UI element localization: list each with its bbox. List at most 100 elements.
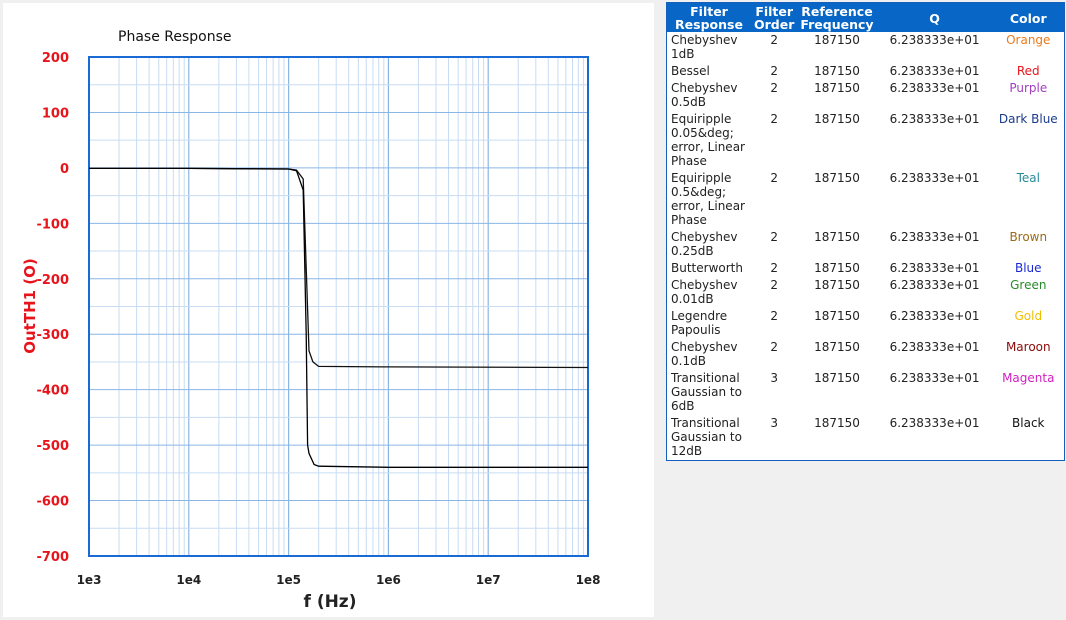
- table-row: Butterworth 2 187150 6.238333e+01 Blue: [667, 260, 1065, 277]
- cell-filter-response: Equiripple 0.5&deg; error, Linear Phase: [671, 171, 745, 227]
- cell-color: Blue: [1014, 261, 1042, 275]
- cell-filter-order: 2: [770, 340, 779, 354]
- cell-filter-order: 3: [770, 416, 779, 430]
- cell-reference-frequency: 187150: [814, 371, 860, 385]
- table-header-row: Filter Response Filter Order Reference F…: [666, 2, 1065, 32]
- cell-filter-response: Equiripple 0.05&deg; error, Linear Phase: [671, 112, 745, 168]
- y-tick-labels: 200 100 0 -100 -200 -300 -400 -500 -600 -700: [36, 51, 69, 565]
- cell-filter-response: Chebyshev 0.5dB: [671, 81, 738, 109]
- y-tick-label: -500: [36, 439, 69, 454]
- cell-reference-frequency: 187150: [814, 33, 860, 47]
- cell-color: Green: [1010, 278, 1047, 292]
- cell-color: Maroon: [1005, 340, 1051, 354]
- x-axis-label: f (Hz): [304, 592, 357, 612]
- y-tick-label: -100: [36, 217, 69, 232]
- cell-filter-response: Chebyshev 0.01dB: [671, 278, 738, 306]
- table-row: Equiripple 0.5&deg; error, Linear Phase 2…: [667, 170, 1065, 229]
- cell-q: 6.238333e+01: [889, 278, 980, 292]
- y-tick-label: -400: [36, 384, 69, 399]
- cell-color: Black: [1012, 416, 1045, 430]
- cell-filter-response: Chebyshev 1dB: [671, 33, 738, 61]
- header-filter-response: Filter Response: [666, 2, 751, 32]
- cell-q: 6.238333e+01: [889, 230, 980, 244]
- cell-q: 6.238333e+01: [889, 309, 980, 323]
- x-tick-label: 1e6: [376, 573, 401, 587]
- y-tick-label: 0: [60, 162, 69, 177]
- cell-q: 6.238333e+01: [889, 112, 980, 126]
- cell-q: 6.238333e+01: [889, 33, 980, 47]
- cell-filter-order: 2: [770, 112, 779, 126]
- cell-filter-order: 2: [770, 230, 779, 244]
- cell-filter-order: 3: [770, 371, 779, 385]
- x-tick-label: 1e3: [77, 573, 102, 587]
- cell-q: 6.238333e+01: [889, 416, 980, 430]
- header-color: Color: [992, 2, 1065, 32]
- table-row: Transitional Gaussian to 12dB 3 187150 6.23…: [667, 415, 1065, 461]
- cell-reference-frequency: 187150: [814, 112, 860, 126]
- cell-filter-order: 2: [770, 64, 779, 78]
- x-tick-label: 1e4: [176, 573, 201, 587]
- plot-frame: [88, 56, 589, 557]
- cell-reference-frequency: 187150: [814, 64, 860, 78]
- filter-table: Filter Response Filter Order Reference F…: [666, 2, 1065, 461]
- table-row: Chebyshev 1dB 2 187150 6.238333e+01 Orange: [667, 32, 1065, 63]
- cell-reference-frequency: 187150: [814, 81, 860, 95]
- grid-lines: [89, 57, 588, 556]
- table-row: Chebyshev 0.1dB 2 187150 6.238333e+01 Maroon: [667, 339, 1065, 370]
- table-row: Bessel 2 187150 6.238333e+01 Red: [667, 63, 1065, 80]
- header-filter-order: Filter Order: [751, 2, 798, 32]
- y-tick-label: -200: [36, 273, 69, 288]
- y-tick-label: 200: [42, 51, 69, 66]
- cell-filter-response: Chebyshev 0.1dB: [671, 340, 738, 368]
- cell-color: Purple: [1009, 81, 1048, 95]
- cell-q: 6.238333e+01: [889, 171, 980, 185]
- table-row: Chebyshev 0.25dB 2 187150 6.238333e+01 Brown: [667, 229, 1065, 260]
- table-row: Transitional Gaussian to 6dB 3 187150 6.238…: [667, 370, 1065, 415]
- cell-filter-response: Bessel: [671, 64, 710, 78]
- table-row: Legendre Papoulis 2 187150 6.238333e+01 Gold: [667, 308, 1065, 339]
- cell-reference-frequency: 187150: [814, 416, 860, 430]
- header-reference-frequency: Reference Frequency: [797, 2, 877, 32]
- cell-color: Dark Blue: [998, 112, 1058, 126]
- x-tick-label: 1e5: [276, 573, 301, 587]
- y-tick-label: -300: [36, 328, 69, 343]
- table-row: Chebyshev 0.5dB 2 187150 6.238333e+01 Purple: [667, 80, 1065, 111]
- cell-color: Magenta: [1002, 371, 1055, 385]
- cell-filter-response: Chebyshev 0.25dB: [671, 230, 738, 258]
- y-tick-label: -600: [36, 495, 69, 510]
- cell-filter-response: Butterworth: [671, 261, 743, 275]
- cell-q: 6.238333e+01: [889, 340, 980, 354]
- cell-reference-frequency: 187150: [814, 261, 860, 275]
- cell-filter-response: Transitional Gaussian to 6dB: [671, 371, 742, 413]
- cell-color: Brown: [1009, 230, 1048, 244]
- x-tick-label: 1e8: [576, 573, 601, 587]
- series-line-2: [89, 167, 588, 468]
- cell-reference-frequency: 187150: [814, 340, 860, 354]
- y-tick-label: 100: [42, 106, 69, 121]
- chart-panel: Phase Response 200 100 0 -100 -200 -300 -400 -5…: [3, 3, 654, 617]
- cell-color: Teal: [1016, 171, 1040, 185]
- cell-q: 6.238333e+01: [889, 64, 980, 78]
- cell-filter-order: 2: [770, 309, 779, 323]
- filter-table-panel: Filter Response Filter Order Reference F…: [666, 2, 1065, 461]
- series-line-1: [89, 167, 589, 369]
- cell-reference-frequency: 187150: [814, 309, 860, 323]
- cell-color: Gold: [1014, 309, 1043, 323]
- cell-q: 6.238333e+01: [889, 371, 980, 385]
- table-row: Equiripple 0.05&deg; error, Linear Phase…: [667, 111, 1065, 170]
- y-axis-label: OutTH1 (O): [21, 258, 39, 354]
- cell-q: 6.238333e+01: [889, 81, 980, 95]
- series-group: [89, 167, 589, 468]
- header-q: Q: [876, 2, 993, 32]
- y-tick-label: -700: [36, 550, 69, 565]
- table-row: Chebyshev 0.01dB 2 187150 6.238333e+01 Green: [667, 277, 1065, 308]
- table-body: Chebyshev 1dB 2 187150 6.238333e+01 Orange Be…: [667, 32, 1065, 461]
- cell-filter-order: 2: [770, 278, 779, 292]
- phase-response-chart: Phase Response 200 100 0 -100 -200 -300 -400 -5…: [21, 29, 601, 612]
- cell-filter-order: 2: [770, 33, 779, 47]
- chart-title: Phase Response: [118, 29, 232, 45]
- cell-reference-frequency: 187150: [814, 230, 860, 244]
- cell-filter-order: 2: [770, 171, 779, 185]
- cell-color: Orange: [1006, 33, 1051, 47]
- cell-color: Red: [1016, 64, 1040, 78]
